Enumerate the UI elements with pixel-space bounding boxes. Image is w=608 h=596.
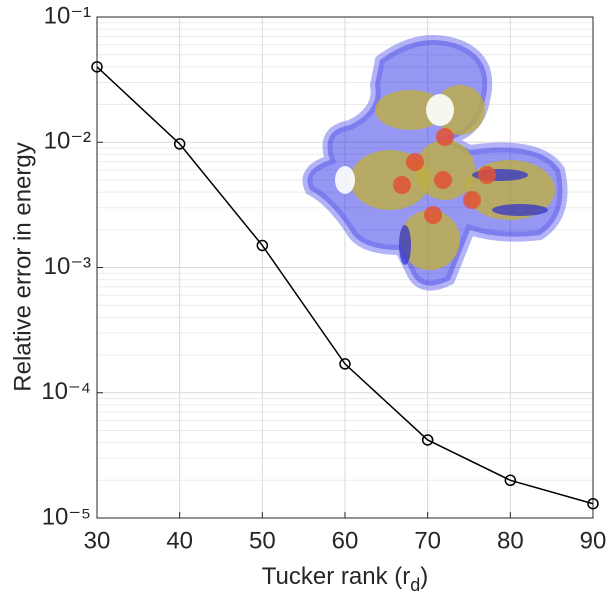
x-tick-label: 60 [332, 527, 359, 554]
x-tick-label: 70 [414, 527, 441, 554]
line [96, 66, 594, 505]
y-tick-label: 10⁻³ [44, 253, 91, 280]
marker [421, 434, 434, 446]
y-tick-label: 10⁻¹ [44, 2, 91, 29]
y-axis-label: Relative error in energy [9, 142, 36, 391]
marker [587, 497, 599, 510]
molecule-inset [302, 35, 568, 291]
x-tick-label: 50 [249, 527, 276, 554]
x-axis-label: Tucker rank (rd) [262, 563, 428, 594]
marker [173, 138, 186, 150]
y-tick-label: 10⁻⁴ [41, 378, 91, 405]
x-tick-label: 30 [84, 527, 111, 554]
marker [256, 239, 269, 252]
y-tick-label: 10⁻² [44, 128, 91, 155]
x-axis-label-subscript: d [410, 575, 420, 595]
x-axis-label-end: ) [420, 563, 428, 590]
x-axis-label-main: Tucker rank (r [262, 563, 410, 590]
y-tick-label: 10⁻⁵ [42, 503, 91, 530]
marker [504, 474, 517, 487]
x-tick-label: 40 [166, 527, 193, 554]
x-tick-label: 90 [580, 527, 607, 554]
marker [91, 61, 103, 73]
x-tick-label: 80 [497, 527, 524, 554]
marker [339, 358, 351, 370]
